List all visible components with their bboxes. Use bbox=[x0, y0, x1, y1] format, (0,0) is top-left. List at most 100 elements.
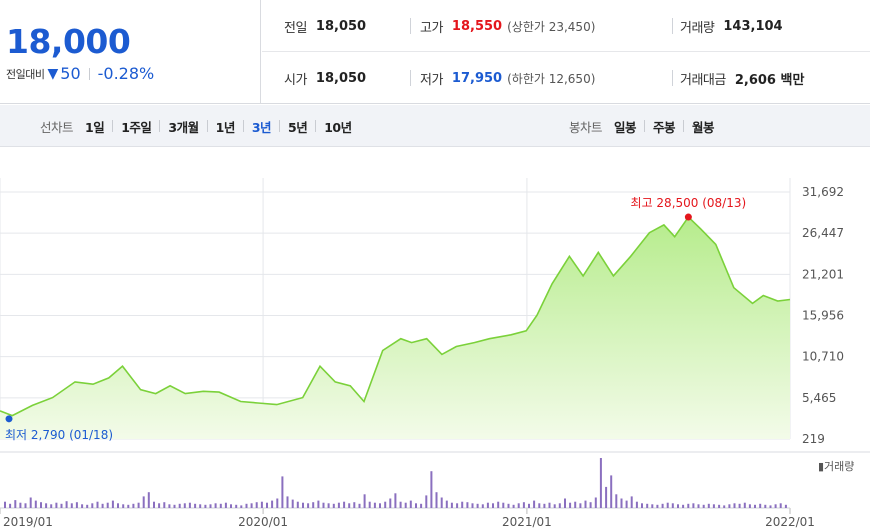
tab-1y[interactable]: 1년 bbox=[215, 119, 236, 135]
tab-1d[interactable]: 1일 bbox=[85, 119, 105, 135]
tab-daily[interactable]: 일봉 bbox=[614, 119, 637, 135]
tab-monthly[interactable]: 월봉 bbox=[692, 119, 715, 135]
volume-bar bbox=[327, 503, 330, 508]
change-label: 전일대비 bbox=[6, 67, 45, 81]
divider bbox=[112, 120, 114, 132]
down-arrow-icon: ▼ bbox=[47, 65, 59, 82]
y-tick-label: 21,201 bbox=[802, 267, 844, 281]
y-tick-label: 31,692 bbox=[802, 185, 844, 199]
volume-bar bbox=[132, 503, 135, 508]
volume-bar bbox=[34, 500, 37, 508]
volume-bar bbox=[733, 503, 736, 508]
volume-bar bbox=[610, 475, 613, 508]
volume-bar bbox=[723, 505, 726, 508]
divider bbox=[279, 120, 281, 132]
volume-bar bbox=[435, 492, 438, 508]
stat-value: 18,050 bbox=[315, 18, 367, 34]
change-amount: 50 bbox=[60, 64, 81, 83]
stat-value: 18,550 bbox=[451, 18, 503, 34]
stat-label: 거래량 bbox=[680, 20, 715, 36]
stat-open: 시가 18,050 bbox=[284, 52, 366, 104]
stat-value: 17,950 bbox=[451, 70, 503, 86]
volume-bar bbox=[55, 502, 58, 508]
stat-label: 고가 bbox=[420, 20, 443, 36]
volume-bar bbox=[692, 503, 695, 508]
volume-bar bbox=[358, 503, 361, 508]
volume-bar bbox=[728, 504, 731, 508]
stat-label: 시가 bbox=[284, 72, 307, 88]
volume-bar bbox=[363, 494, 366, 508]
volume-bar bbox=[24, 503, 27, 508]
volume-bar bbox=[677, 504, 679, 508]
volume-bar bbox=[502, 502, 505, 508]
volume-bar bbox=[461, 501, 464, 508]
volume-bar bbox=[368, 501, 371, 508]
volume-bar bbox=[142, 496, 145, 508]
volume-bar bbox=[173, 504, 176, 508]
min-point-marker bbox=[5, 415, 13, 423]
y-tick-label: 26,447 bbox=[802, 226, 844, 240]
volume-bar bbox=[158, 503, 161, 508]
volume-bar bbox=[384, 501, 387, 508]
volume-bar bbox=[209, 504, 212, 508]
divider bbox=[410, 18, 411, 34]
divider bbox=[88, 67, 90, 80]
volume-bar bbox=[707, 503, 710, 508]
volume-bar bbox=[122, 504, 125, 508]
tab-3m[interactable]: 3개월 bbox=[168, 119, 199, 135]
volume-bar bbox=[671, 503, 674, 508]
max-price-label: 최고 28,500 (08/13) bbox=[631, 196, 747, 210]
change-row: 전일대비 ▼ 50 -0.28% bbox=[6, 64, 154, 83]
volume-bar bbox=[147, 492, 150, 508]
volume-bar bbox=[312, 502, 315, 508]
price-chart[interactable]: 31,692 26,447 21,201 15,956 10,710 5,465 219 20… bbox=[0, 148, 870, 532]
stat-high: 고가 18,550 (상한가 23,450) bbox=[420, 0, 595, 52]
divider bbox=[644, 120, 646, 132]
volume-bar bbox=[353, 502, 356, 508]
volume-bar bbox=[682, 504, 685, 508]
volume-bar bbox=[168, 504, 171, 508]
volume-bar bbox=[476, 503, 479, 508]
volume-bar bbox=[291, 499, 294, 508]
volume-bar bbox=[60, 503, 63, 508]
tab-10y[interactable]: 10년 bbox=[324, 119, 352, 135]
volume-bar bbox=[558, 503, 561, 508]
x-tick-label: 2020/01 bbox=[238, 515, 288, 529]
volume-bar bbox=[153, 501, 155, 508]
y-tick-label: 10,710 bbox=[802, 350, 844, 364]
volume-bar bbox=[45, 503, 48, 508]
volume-bar bbox=[373, 502, 376, 508]
y-tick-label: 15,956 bbox=[802, 308, 844, 322]
volume-bar bbox=[399, 501, 402, 508]
volume-bar bbox=[322, 502, 325, 508]
volume-bar bbox=[230, 504, 232, 508]
volume-bar bbox=[543, 503, 546, 508]
volume-bar bbox=[111, 500, 114, 508]
volume-bar bbox=[440, 497, 443, 508]
volume-bar bbox=[646, 503, 649, 508]
volume-bar bbox=[307, 503, 310, 508]
stat-sub: (상한가 23,450) bbox=[507, 19, 596, 34]
stat-value: 18,050 bbox=[315, 70, 367, 86]
volume-bar bbox=[528, 503, 530, 508]
volume-bar bbox=[492, 503, 494, 508]
tab-3y[interactable]: 3년 bbox=[251, 119, 272, 135]
volume-bar bbox=[81, 504, 84, 508]
volume-bar bbox=[486, 502, 489, 508]
x-tick-label: 2021/01 bbox=[502, 515, 552, 529]
volume-bar bbox=[250, 503, 253, 508]
tab-5y[interactable]: 5년 bbox=[288, 119, 308, 135]
tab-1w[interactable]: 1주일 bbox=[121, 119, 152, 135]
current-price: 18,000 bbox=[6, 22, 131, 61]
volume-bar bbox=[466, 502, 469, 508]
volume-bar bbox=[605, 486, 608, 508]
volume-bar bbox=[507, 503, 510, 508]
volume-bar bbox=[389, 498, 392, 508]
divider bbox=[410, 70, 411, 86]
volume-bar bbox=[471, 503, 474, 508]
divider bbox=[672, 18, 673, 34]
tab-weekly[interactable]: 주봉 bbox=[653, 119, 676, 135]
volume-bar bbox=[779, 503, 782, 508]
volume-bar bbox=[117, 503, 119, 508]
volume-bar bbox=[235, 504, 238, 508]
